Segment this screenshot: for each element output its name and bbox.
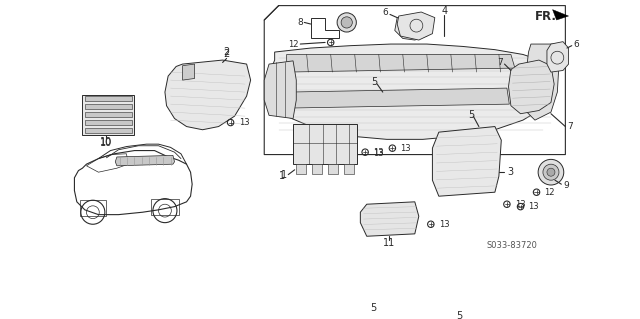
Circle shape bbox=[408, 22, 419, 33]
Text: FR.: FR. bbox=[535, 10, 557, 23]
Text: 11: 11 bbox=[383, 238, 396, 248]
Polygon shape bbox=[312, 164, 322, 174]
Text: 6: 6 bbox=[573, 40, 579, 48]
Polygon shape bbox=[433, 127, 501, 196]
Text: 2: 2 bbox=[223, 47, 230, 57]
Text: 5: 5 bbox=[456, 311, 462, 319]
Text: 8: 8 bbox=[297, 18, 303, 27]
Text: 5: 5 bbox=[468, 109, 474, 120]
Polygon shape bbox=[552, 10, 568, 20]
Polygon shape bbox=[264, 61, 296, 119]
Polygon shape bbox=[83, 94, 134, 135]
Polygon shape bbox=[269, 44, 554, 139]
Polygon shape bbox=[509, 60, 554, 114]
Text: 9: 9 bbox=[563, 181, 569, 190]
Polygon shape bbox=[85, 120, 132, 125]
Polygon shape bbox=[85, 128, 132, 133]
Polygon shape bbox=[328, 164, 338, 174]
Circle shape bbox=[538, 160, 564, 185]
Polygon shape bbox=[182, 64, 195, 80]
Text: 5: 5 bbox=[372, 78, 378, 87]
Polygon shape bbox=[395, 14, 431, 40]
Circle shape bbox=[547, 168, 555, 176]
Text: 2: 2 bbox=[223, 49, 230, 59]
Polygon shape bbox=[547, 42, 568, 72]
Text: 13: 13 bbox=[373, 149, 384, 158]
Text: 7: 7 bbox=[497, 58, 503, 67]
Polygon shape bbox=[525, 44, 559, 120]
Text: 12: 12 bbox=[545, 188, 555, 197]
Polygon shape bbox=[287, 55, 515, 72]
Polygon shape bbox=[85, 112, 132, 117]
Text: 3: 3 bbox=[507, 167, 513, 177]
Polygon shape bbox=[397, 12, 435, 40]
Text: 13: 13 bbox=[515, 200, 525, 209]
Text: 13: 13 bbox=[401, 144, 411, 153]
Text: 4: 4 bbox=[442, 6, 447, 16]
Text: 13: 13 bbox=[439, 220, 449, 229]
Polygon shape bbox=[360, 202, 419, 236]
Text: 13: 13 bbox=[373, 148, 384, 157]
Polygon shape bbox=[85, 104, 132, 109]
Circle shape bbox=[543, 164, 559, 180]
Text: 6: 6 bbox=[383, 8, 388, 17]
Polygon shape bbox=[85, 96, 132, 101]
Polygon shape bbox=[115, 155, 175, 166]
Polygon shape bbox=[293, 124, 357, 164]
Text: 10: 10 bbox=[100, 137, 113, 148]
Text: 10: 10 bbox=[100, 137, 113, 147]
Polygon shape bbox=[296, 164, 306, 174]
Text: 12: 12 bbox=[288, 40, 299, 48]
Circle shape bbox=[341, 17, 353, 28]
Circle shape bbox=[337, 13, 356, 32]
Text: 1: 1 bbox=[279, 171, 285, 181]
Text: S033-83720: S033-83720 bbox=[487, 241, 538, 249]
Polygon shape bbox=[287, 88, 509, 108]
Text: 1: 1 bbox=[280, 170, 287, 180]
Text: 5: 5 bbox=[370, 303, 376, 313]
Text: 13: 13 bbox=[239, 118, 249, 127]
Text: 7: 7 bbox=[567, 122, 573, 131]
Polygon shape bbox=[344, 164, 354, 174]
Polygon shape bbox=[165, 60, 251, 130]
Text: 13: 13 bbox=[529, 202, 539, 211]
